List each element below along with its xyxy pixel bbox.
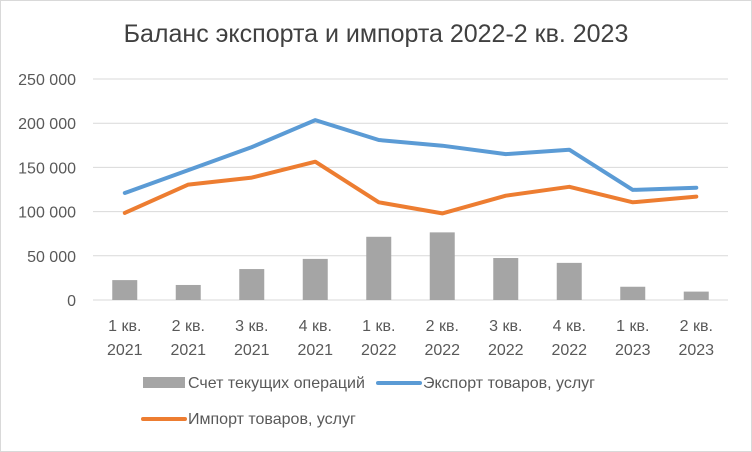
x-tick-label: 3 кв. — [489, 318, 522, 335]
bar — [556, 262, 582, 300]
bar — [683, 291, 709, 300]
x-tick-label: 4 кв. — [553, 318, 586, 335]
x-tick-label: 1 кв. — [362, 318, 395, 335]
x-tick-label: 1 кв. — [616, 318, 649, 335]
x-tick-label: 2021 — [297, 342, 333, 359]
legend-label: Экспорт товаров, услуг — [423, 375, 595, 392]
y-tick-label: 250 000 — [18, 72, 76, 89]
bar — [429, 232, 455, 300]
legend-label: Импорт товаров, услуг — [188, 411, 356, 428]
bar — [302, 258, 328, 300]
bar — [493, 258, 519, 300]
series-line — [122, 159, 699, 216]
y-tick-label: 150 000 — [18, 160, 76, 177]
y-tick-label: 200 000 — [18, 116, 76, 133]
bar — [175, 284, 201, 300]
x-tick-label: 3 кв. — [235, 318, 268, 335]
x-tick-label: 2021 — [107, 342, 143, 359]
y-tick-label: 100 000 — [18, 205, 76, 222]
x-tick-label: 2023 — [615, 342, 651, 359]
x-tick-label: 2022 — [361, 342, 397, 359]
y-tick-label: 50 000 — [27, 249, 76, 266]
x-tick-label: 2023 — [678, 342, 714, 359]
x-tick-label: 2021 — [234, 342, 270, 359]
x-tick-label: 2022 — [424, 342, 460, 359]
x-tick-label: 2022 — [551, 342, 587, 359]
x-tick-label: 2 кв. — [172, 318, 205, 335]
legend-label: Счет текущих операций — [188, 375, 365, 392]
x-tick-label: 2021 — [170, 342, 206, 359]
bar — [239, 269, 265, 300]
x-tick-label: 2 кв. — [680, 318, 713, 335]
legend-swatch — [143, 377, 185, 388]
y-tick-label: 0 — [67, 293, 76, 310]
x-tick-label: 2 кв. — [426, 318, 459, 335]
series-line — [122, 118, 699, 195]
bar — [366, 236, 392, 300]
x-tick-label: 1 кв. — [108, 318, 141, 335]
x-tick-label: 2022 — [488, 342, 524, 359]
x-tick-label: 4 кв. — [299, 318, 332, 335]
chart-title: Баланс экспорта и импорта 2022-2 кв. 202… — [123, 20, 629, 48]
bar — [620, 286, 646, 300]
bar — [112, 280, 138, 300]
